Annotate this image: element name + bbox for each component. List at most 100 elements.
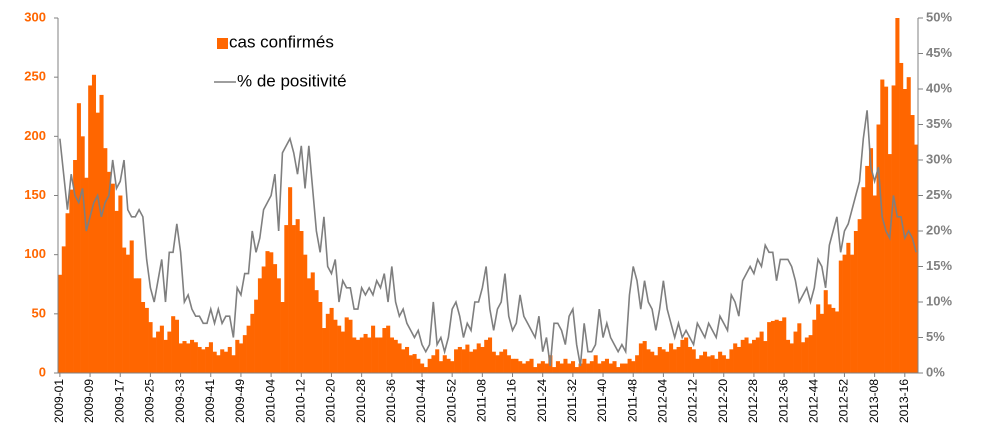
x-tick-label: 2012-52 — [837, 379, 851, 423]
x-tick-label: 2010-12 — [293, 379, 307, 423]
bar — [374, 337, 379, 373]
x-tick-label: 2013-08 — [867, 379, 881, 423]
bar — [857, 219, 862, 373]
bar — [276, 278, 281, 373]
bar — [416, 358, 421, 373]
bar — [533, 367, 538, 373]
bar — [850, 254, 855, 373]
bar — [306, 278, 312, 373]
bar — [69, 189, 74, 373]
x-tick-label: 2010-36 — [384, 379, 398, 423]
bar — [159, 325, 164, 373]
bar — [495, 355, 500, 373]
bar — [665, 351, 670, 373]
bar — [748, 343, 753, 373]
x-tick-label: 2011-24 — [535, 379, 549, 422]
bar — [514, 358, 519, 373]
bar — [695, 358, 700, 373]
y2-tick-label: 20% — [926, 222, 952, 237]
bar — [337, 325, 342, 373]
bar — [235, 339, 240, 373]
bar — [578, 363, 583, 373]
bar — [148, 322, 153, 373]
bar — [544, 363, 549, 373]
bar — [650, 351, 655, 373]
y2-tick-label: 35% — [926, 116, 952, 131]
bar — [99, 94, 104, 374]
bar — [808, 335, 813, 373]
bar — [386, 325, 391, 373]
bar — [488, 337, 493, 373]
bar — [310, 272, 315, 373]
bar — [563, 358, 568, 373]
bar — [767, 322, 772, 373]
bar — [823, 290, 828, 373]
bar — [401, 349, 406, 373]
bar — [291, 225, 296, 373]
bar — [887, 154, 892, 373]
x-tick-label: 2013-16 — [897, 379, 911, 423]
bar — [178, 343, 183, 373]
bar — [631, 361, 636, 373]
bar — [853, 231, 858, 373]
y-tick-label: 0 — [39, 364, 46, 379]
bar — [167, 331, 172, 373]
bar — [653, 355, 659, 373]
bar — [868, 148, 874, 373]
bar — [280, 302, 285, 373]
bar — [58, 274, 63, 373]
bar — [352, 337, 357, 373]
bar — [469, 351, 474, 373]
bar — [446, 358, 451, 373]
bar — [774, 319, 779, 373]
bar — [322, 328, 327, 373]
bar — [555, 361, 560, 373]
y2-tick-label: 5% — [926, 329, 945, 344]
bar — [152, 337, 157, 373]
bar — [284, 225, 289, 373]
bar — [242, 335, 247, 373]
x-tick-label: 2010-44 — [414, 379, 428, 423]
bar — [499, 351, 504, 373]
bar — [635, 355, 640, 373]
bar — [876, 124, 881, 373]
bar — [503, 349, 508, 373]
bar — [137, 278, 142, 373]
bar — [785, 339, 791, 373]
bar — [812, 319, 817, 373]
bar — [597, 363, 602, 373]
bar — [318, 302, 323, 373]
legend-label: % de positivité — [237, 71, 347, 90]
bar — [333, 319, 338, 373]
y2-tick-label: 15% — [926, 258, 952, 273]
bar — [687, 346, 692, 373]
bar — [865, 165, 870, 373]
bar — [529, 358, 534, 373]
x-tick-label: 2010-52 — [444, 379, 458, 423]
bar — [405, 346, 410, 373]
bar — [620, 363, 625, 373]
y-tick-label: 300 — [24, 9, 46, 24]
bar — [197, 346, 202, 373]
bar — [706, 356, 711, 373]
bar — [801, 342, 806, 373]
bar — [793, 331, 798, 373]
x-tick-label: 2009-25 — [143, 379, 157, 423]
bar — [438, 361, 444, 373]
bar — [646, 349, 651, 373]
bar — [265, 251, 270, 373]
bar — [329, 307, 334, 373]
bar — [431, 355, 436, 373]
y-tick-label: 250 — [24, 69, 46, 84]
bar — [586, 363, 591, 373]
bar — [472, 349, 477, 373]
bar — [423, 367, 428, 373]
bar — [819, 313, 825, 373]
bar — [770, 320, 775, 373]
bar — [412, 354, 417, 373]
bar — [827, 304, 832, 373]
bar — [725, 358, 730, 373]
x-tick-label: 2011-08 — [475, 379, 489, 422]
bar — [902, 89, 907, 373]
bar — [691, 349, 696, 373]
